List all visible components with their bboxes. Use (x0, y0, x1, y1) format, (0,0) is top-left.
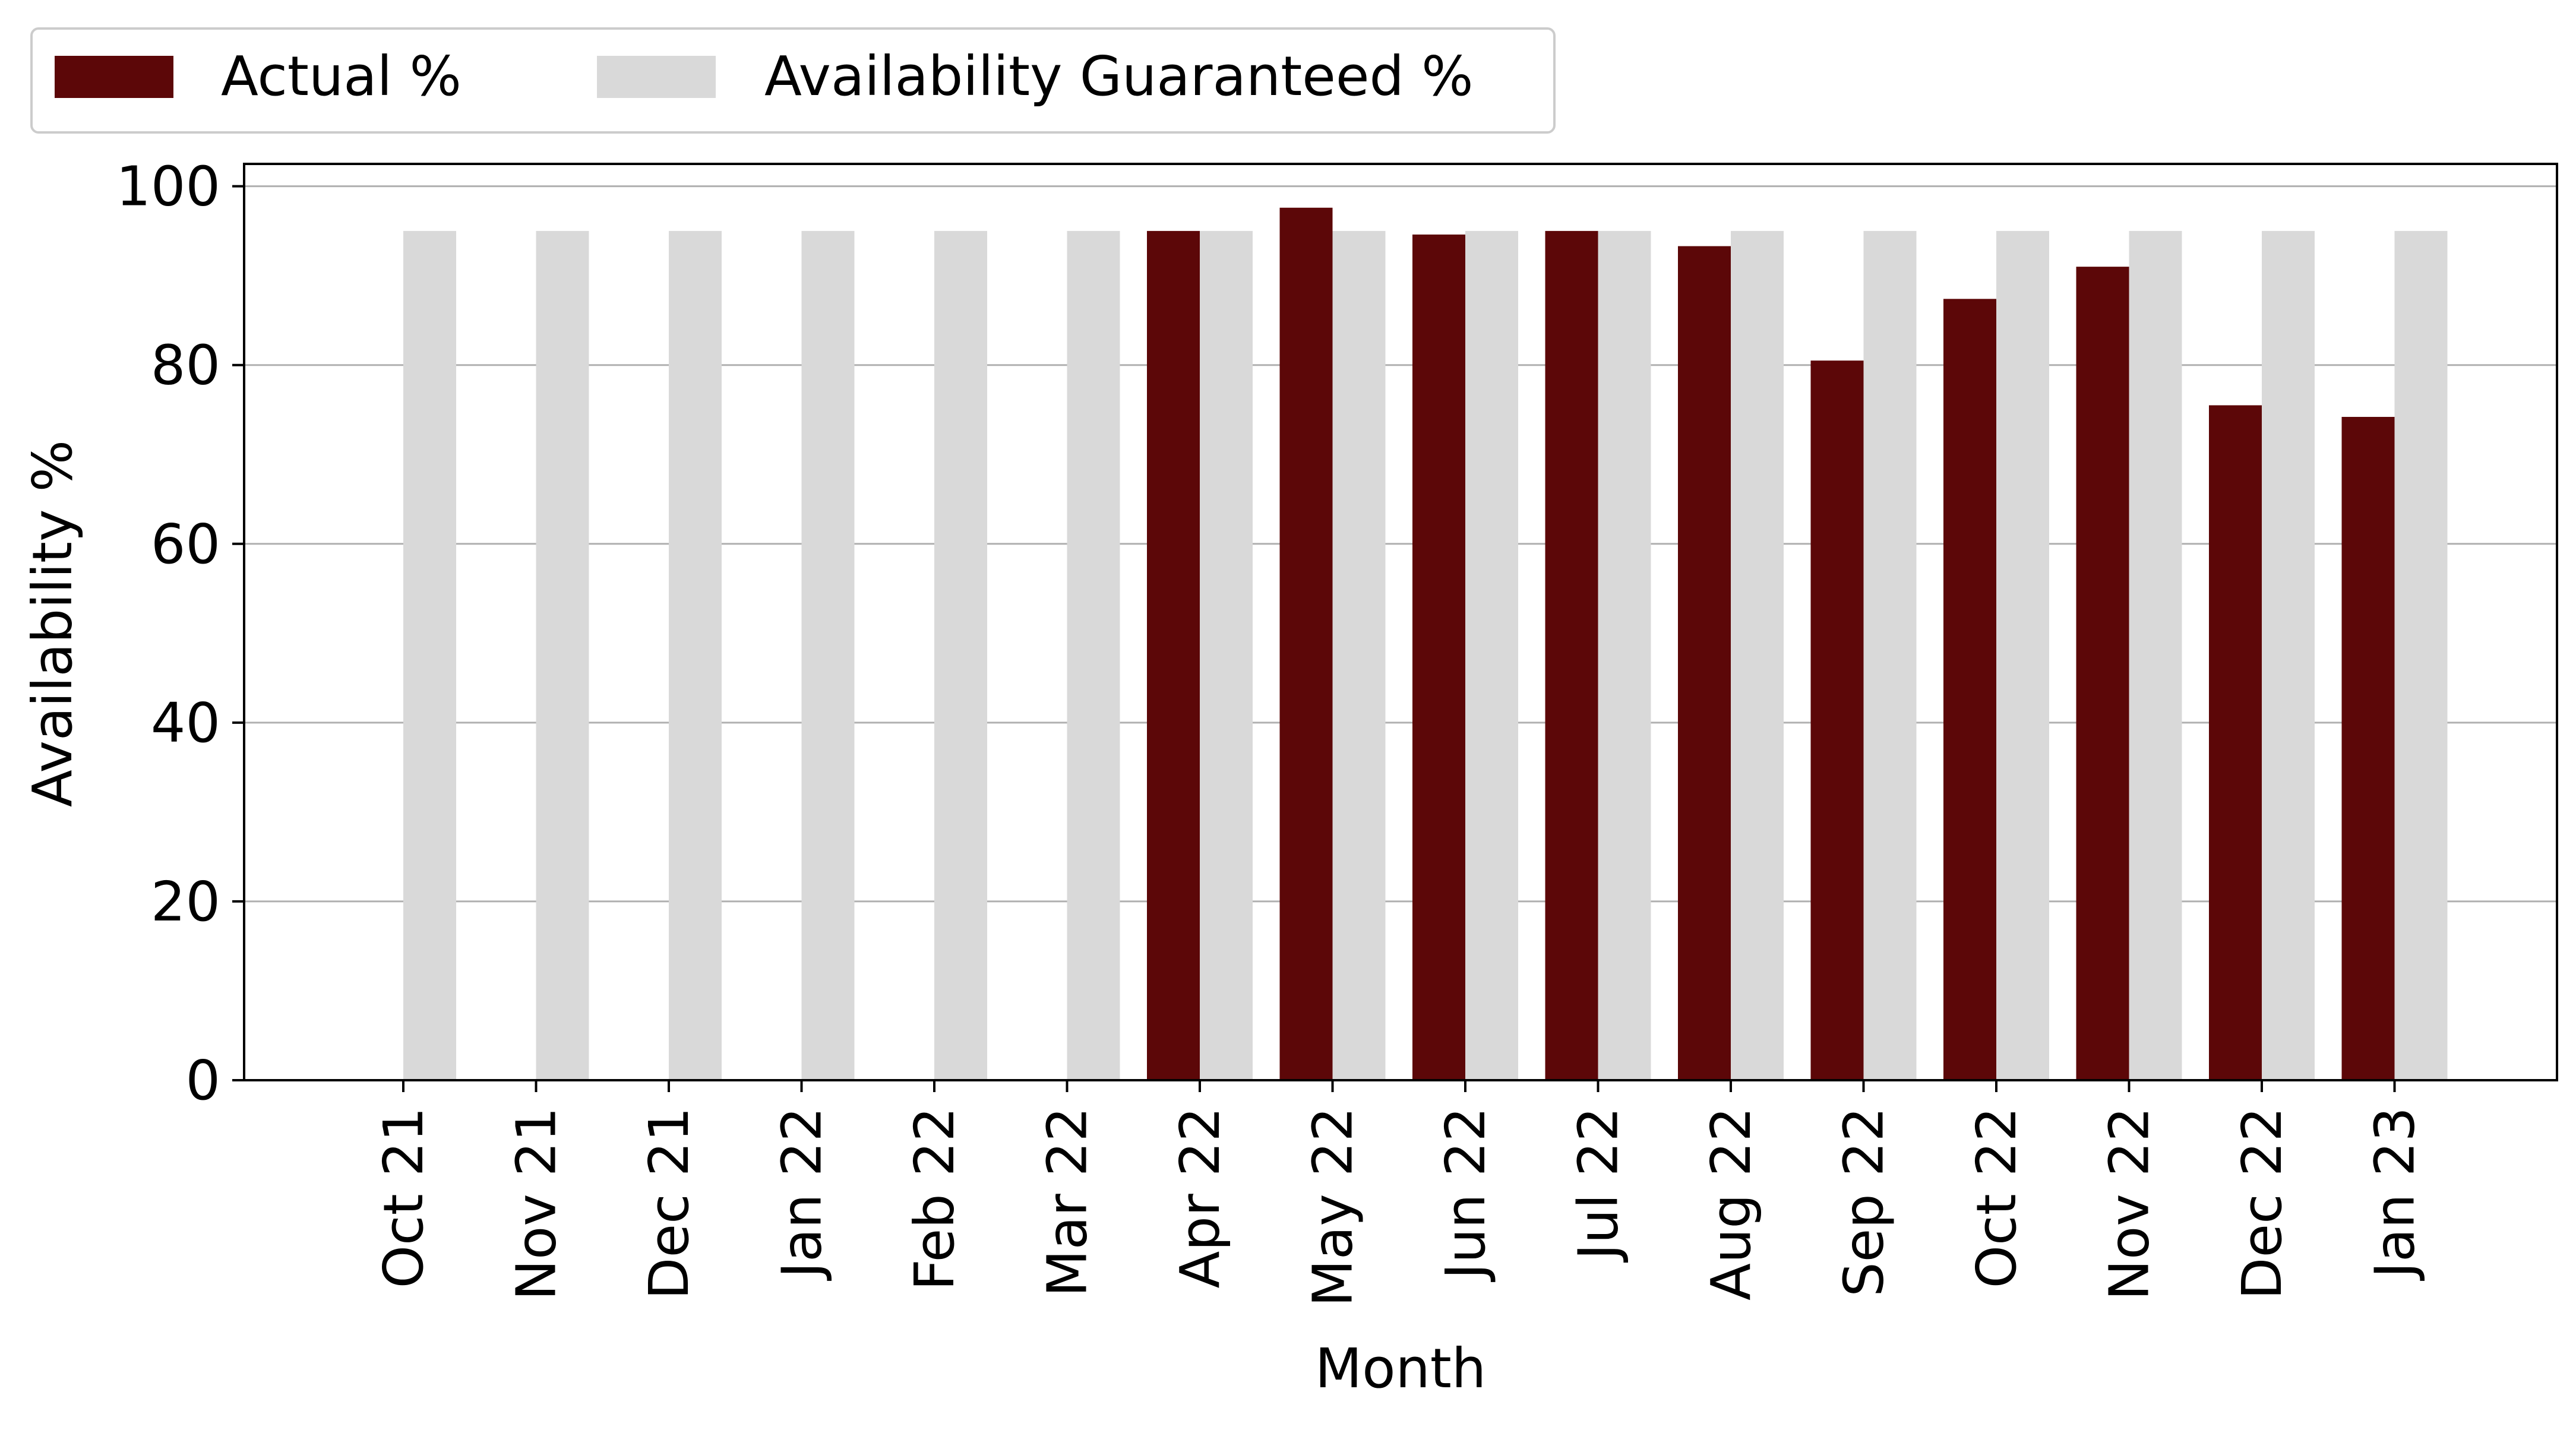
bar-guaranteed (2129, 230, 2182, 1080)
plot-frame (243, 163, 2558, 1081)
bar-guaranteed (1863, 230, 1917, 1080)
bar-guaranteed (1598, 230, 1651, 1080)
bar-guaranteed (669, 230, 722, 1080)
bar-actual (2076, 267, 2129, 1080)
bar-actual (1810, 360, 1864, 1081)
legend-swatch-actual (55, 56, 173, 98)
bar-guaranteed (2262, 230, 2315, 1080)
y-tick-label: 60 (151, 512, 220, 576)
bar-guaranteed (536, 230, 589, 1080)
x-tick-label: Nov 21 (505, 1107, 568, 1301)
bar-guaranteed (1332, 230, 1386, 1080)
y-tick-label: 40 (151, 691, 220, 755)
bar-actual (1147, 230, 1200, 1080)
bar-guaranteed (1996, 230, 2049, 1080)
x-tick-label: Oct 21 (372, 1107, 435, 1288)
x-tick-label: Jun 22 (1434, 1107, 1497, 1282)
x-tick-label: Jan 22 (770, 1107, 834, 1281)
x-tick-label: Sep 22 (1832, 1107, 1896, 1297)
x-tick-label: Aug 22 (1699, 1107, 1763, 1301)
bar-actual (1678, 246, 1731, 1080)
bar-actual (1943, 299, 1996, 1080)
legend-label-guaranteed: Availability Guaranteed % (764, 45, 1474, 108)
y-axis: 0 20 40 60 80 100 (116, 155, 244, 1112)
bar-guaranteed (1067, 230, 1120, 1080)
bar-guaranteed (801, 230, 855, 1080)
bar-guaranteed (1731, 230, 1784, 1080)
x-tick-label: Jul 22 (1567, 1107, 1630, 1263)
legend-swatch-guaranteed (597, 56, 716, 98)
bars (403, 207, 2448, 1081)
bar-actual (1412, 234, 1465, 1081)
x-tick-label: Mar 22 (1036, 1107, 1099, 1297)
bar-guaranteed (1200, 230, 1253, 1080)
x-tick-label: Dec 21 (637, 1107, 701, 1299)
legend: Actual % Availability Guaranteed % (30, 27, 1556, 134)
bar-actual (2209, 405, 2262, 1081)
x-tick-label: Apr 22 (1168, 1107, 1232, 1288)
x-tick-label: Feb 22 (903, 1107, 966, 1290)
y-tick-label: 0 (185, 1049, 220, 1112)
bar-actual (2341, 417, 2395, 1080)
bar-guaranteed (934, 230, 987, 1080)
bar-guaranteed (1465, 230, 1518, 1080)
x-axis-label: Month (1315, 1337, 1486, 1400)
y-tick-label: 20 (151, 870, 220, 934)
bar-actual (1545, 230, 1598, 1080)
x-tick-label: Nov 22 (2098, 1107, 2161, 1301)
y-tick-label: 100 (116, 155, 220, 219)
legend-label-actual: Actual % (221, 45, 462, 108)
bar-actual (1279, 207, 1333, 1080)
x-axis: Oct 21 Nov 21 Dec 21 Jan 22 Feb 22 Mar 22 Apr … (372, 1080, 2427, 1307)
bar-guaranteed (403, 230, 456, 1080)
x-tick-label: Jan 23 (2363, 1107, 2427, 1281)
y-axis-label: Availability % (21, 440, 84, 807)
y-tick-label: 80 (151, 334, 220, 397)
legend-frame (30, 27, 1556, 134)
x-tick-label: Dec 22 (2230, 1107, 2294, 1299)
x-tick-label: May 22 (1301, 1107, 1365, 1307)
x-tick-label: Oct 22 (1965, 1107, 2028, 1288)
bar-guaranteed (2394, 230, 2448, 1080)
